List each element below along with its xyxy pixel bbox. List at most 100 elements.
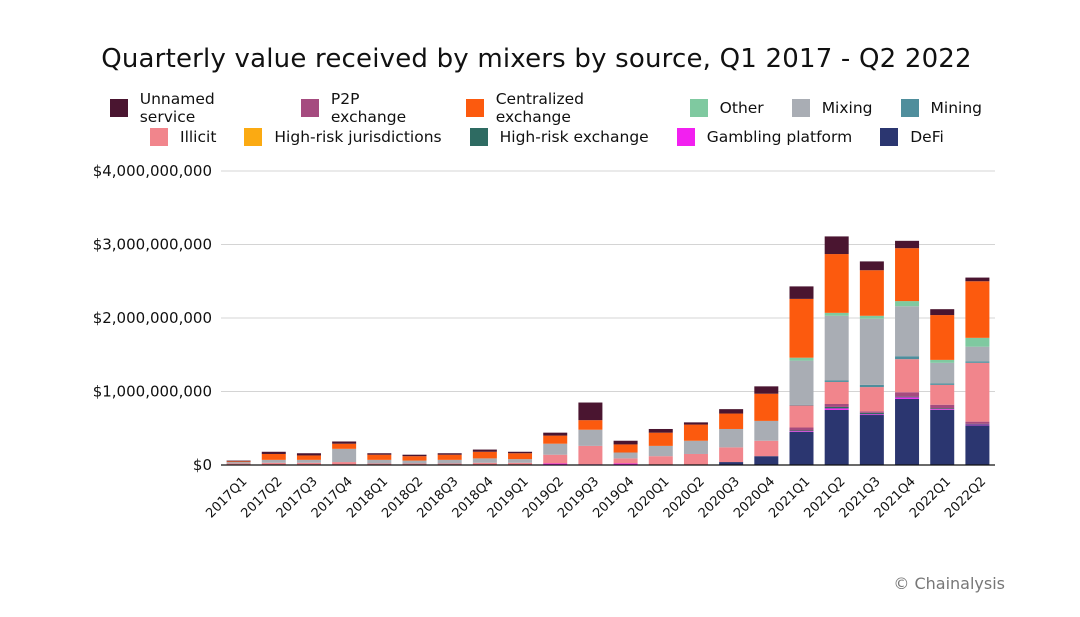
legend-label: DeFi [910,128,944,146]
bar-segment [367,454,392,460]
bar-segment [859,261,884,271]
bar-segment [824,406,849,409]
bar-segment [789,405,814,428]
legend-swatch [150,128,168,146]
y-tick-label: $1,000,000,000 [93,383,212,401]
bar-segment [754,440,779,457]
bar-segment [367,459,392,464]
legend-item-high-risk-exchange: High-risk exchange [469,128,649,146]
bar-segment [261,451,286,454]
bar-segment [719,462,744,465]
bar-segment [789,357,814,361]
bar-segment [508,451,533,454]
bar-segment [789,286,814,299]
bar-segment [965,423,990,425]
bar-segment [683,422,708,425]
legend-row: Illicit High-risk jurisdictions High-ris… [110,125,1010,149]
bar-segment [437,463,462,465]
bar-segment [226,463,251,465]
bar-segment [613,444,638,453]
bar-segment [367,463,392,465]
bar-segment [930,383,955,385]
bar-segment [965,425,990,465]
bar-segment [578,429,603,446]
bar-segment [437,453,462,455]
bar-segment [472,458,497,463]
bar-segment [824,312,849,316]
bar-segment [930,384,955,405]
legend-label: Illicit [180,128,217,146]
bar-segment [508,453,533,460]
bar-segment [895,306,920,357]
bar-segment [859,387,884,412]
bar-segment [824,409,849,465]
bar-segment [648,428,673,433]
bar-segment [789,430,814,432]
bar-segment [613,463,638,465]
legend-item-illicit: Illicit [150,128,216,146]
bar-segment [789,360,814,405]
bar-segment [472,451,497,459]
legend-label: P2P exchange [330,90,407,126]
bar-segment [930,404,955,409]
y-tick-label: $2,000,000,000 [93,309,212,327]
bar-segment [296,455,321,460]
bar-segment [930,409,955,465]
bar-segment [332,448,357,463]
bar-segment [859,318,884,385]
bar-segment [754,386,779,394]
bar-segment [789,404,814,406]
bar-segment [859,384,884,388]
bar-segment [789,427,814,431]
bar-segment [367,453,392,455]
legend-swatch [689,99,708,117]
chart-title: Quarterly value received by mixers by so… [101,44,972,74]
y-tick-label: $3,000,000,000 [93,236,212,254]
bar-segment [895,397,920,399]
bar-segment [613,440,638,445]
bar-segment [296,453,321,456]
bar-segment [296,462,321,465]
bar-segment [930,409,955,410]
bar-segment [543,454,568,464]
bar-segment [859,270,884,316]
legend-item-unnamed-service: Unnamed service [110,90,273,126]
legend: Unnamed service P2P exchange Centralized… [110,90,1010,154]
bar-segment [261,453,286,460]
bar-segment [789,298,814,358]
bar-segment [824,380,849,382]
y-tick-label: $4,000,000,000 [93,162,212,180]
bar-segment [930,315,955,360]
legend-label: Gambling platform [706,128,853,146]
bar-segment [754,420,779,441]
bar-segment [578,402,603,421]
legend-swatch [791,99,810,117]
bar-segment [719,447,744,463]
bar-segment [754,393,779,421]
bar-segment [930,362,955,384]
legend-label: Centralized exchange [495,90,584,126]
bar-segment [296,459,321,463]
legend-item-high-risk-jurisdictions: High-risk jurisdictions [244,128,442,146]
bar-segment [930,359,955,363]
bar-segment [859,415,884,465]
bar-segment [578,420,603,430]
bar-segment [895,396,920,398]
legend-row: Unnamed service P2P exchange Centralized… [110,90,1010,126]
bar-segment [965,346,990,362]
bar-segment [859,411,884,413]
legend-label: Other [719,99,764,117]
bar-segment [332,462,357,465]
bar-segment [824,254,849,313]
bar-segment [613,458,638,464]
bar-segment [648,456,673,465]
bar-segment [437,459,462,464]
legend-swatch [244,128,263,146]
bar-segment [824,403,849,407]
bar-segment [930,309,955,316]
legend-swatch [465,99,484,117]
bar-segment [402,456,427,461]
legend-label: High-risk exchange [499,128,649,146]
bar-segment [402,463,427,465]
